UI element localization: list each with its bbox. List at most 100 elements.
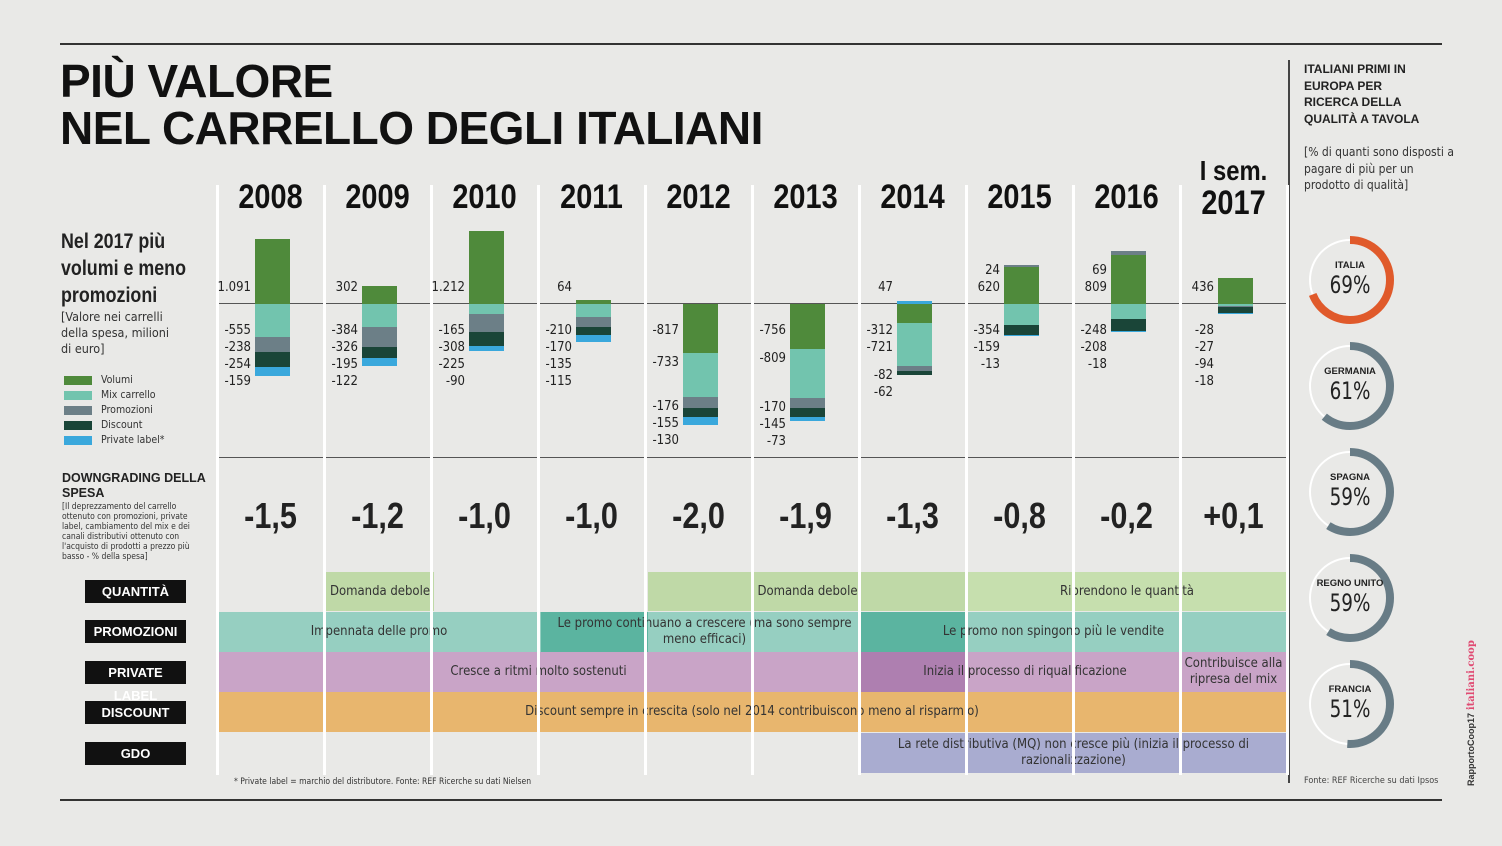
- data-label: -145: [759, 416, 786, 432]
- data-label: 302: [335, 280, 358, 295]
- year-label: 2015: [987, 178, 1052, 216]
- band-quantita-1: Domanda debole: [326, 572, 434, 611]
- data-label: -555: [224, 323, 251, 338]
- top-rule: [60, 43, 1442, 45]
- year-label: 2011: [560, 178, 623, 216]
- bar-segment-promozioni: [1004, 265, 1039, 268]
- legend-swatch: [64, 435, 92, 445]
- donut-arc: [1306, 660, 1394, 748]
- data-label: 69: [1092, 263, 1107, 278]
- year-label: 2012: [666, 178, 731, 216]
- data-label: -238: [224, 340, 251, 355]
- country-percent: 59%: [1329, 483, 1371, 511]
- column-divider: [1071, 185, 1075, 775]
- bar-segment-private-label-: [576, 334, 611, 342]
- footnote: * Private label = marchio del distributo…: [234, 777, 532, 787]
- country-name: REGNO UNITO: [1316, 578, 1384, 589]
- bar-segment-volumi: [1004, 266, 1039, 304]
- data-label: -176: [652, 399, 679, 414]
- bar-segment-discount: [790, 408, 825, 417]
- bar-segment-volumi: [362, 285, 397, 304]
- donut-label: SPAGNA 59%: [1302, 472, 1398, 511]
- bar-segment-volumi: [683, 304, 718, 354]
- donut-ring: [1306, 236, 1394, 324]
- donut-label: GERMANIA 61%: [1302, 366, 1398, 405]
- data-label: -756: [759, 323, 786, 338]
- downgrading-value: -2,0: [672, 495, 725, 536]
- donut-chart: ITALIA 69%: [1302, 232, 1398, 328]
- row-label-gdo: GDO: [85, 742, 186, 765]
- data-label: -13: [980, 357, 1000, 372]
- title-line-2: NEL CARRELLO DEGLI ITALIANI: [60, 102, 763, 154]
- downgrading-value: -1,3: [886, 495, 939, 536]
- data-label: 24: [985, 263, 1000, 278]
- data-label: -28: [1194, 323, 1214, 338]
- legend-swatch: [64, 405, 92, 415]
- side-source: Fonte: REF Ricerche su dati Ipsos: [1304, 776, 1439, 786]
- year-label: 2016: [1094, 178, 1159, 216]
- side-note: [% di quanti sono disposti a pagare di p…: [1304, 145, 1454, 192]
- data-label: -165: [438, 323, 465, 338]
- band-promo-dark-2: [860, 612, 967, 652]
- data-label: -94: [1194, 357, 1214, 372]
- data-label: -18: [1087, 357, 1107, 372]
- side-divider: [1288, 60, 1290, 783]
- bar-segment-discount: [683, 407, 718, 417]
- legend-item: Discount: [64, 419, 142, 431]
- bar-segment-private-label-: [1004, 334, 1039, 336]
- bar-segment-private-label-: [897, 301, 932, 304]
- legend-swatch: [64, 390, 92, 400]
- donut-ring: [1306, 342, 1394, 430]
- legend-item: Private label*: [64, 434, 164, 446]
- downgrading-note: [Il deprezzamento del carrello ottenuto …: [62, 502, 190, 562]
- data-label: -312: [866, 323, 893, 338]
- donut-chart: SPAGNA 59%: [1302, 444, 1398, 540]
- year-label: 2013: [773, 178, 838, 216]
- brand-name: italiani.coop: [1466, 640, 1477, 711]
- title-line-1: PIÙ VALORE: [60, 55, 333, 107]
- bar-segment-promozioni: [469, 313, 504, 333]
- data-label: -384: [331, 323, 358, 338]
- data-label: -308: [438, 340, 465, 355]
- year-label: 2014: [880, 178, 945, 216]
- data-label: -155: [652, 416, 679, 431]
- bar-segment-volumi: [576, 300, 611, 304]
- band-promo-light: [648, 612, 860, 652]
- data-label: -82: [873, 367, 893, 383]
- bar-segment-private-label-: [1218, 312, 1253, 315]
- bar-segment-mix-carrello: [362, 304, 397, 328]
- year-label: 2010: [452, 178, 517, 216]
- data-label: -130: [652, 433, 679, 448]
- column-divider: [1178, 185, 1182, 775]
- column-divider: [643, 185, 647, 775]
- bar-segment-promozioni: [576, 316, 611, 327]
- legend-label: Mix carrello: [101, 389, 156, 401]
- data-label: 436: [1191, 280, 1214, 295]
- chart-subtitle: Nel 2017 più volumi e meno promozioni: [61, 230, 186, 307]
- bar-segment-discount: [1111, 318, 1146, 332]
- band-promo-dark-1: [541, 612, 648, 652]
- donut-arc: [1306, 448, 1394, 536]
- brand-prefix: RapportoCoop17: [1466, 713, 1476, 786]
- country-name: SPAGNA: [1330, 472, 1370, 483]
- band-promo-light-2: [967, 612, 1287, 652]
- bar-segment-private-label-: [790, 416, 825, 422]
- column-divider: [215, 185, 219, 775]
- column-divider: [429, 185, 433, 775]
- donut-chart: GERMANIA 61%: [1302, 338, 1398, 434]
- data-label: -248: [1080, 323, 1107, 338]
- bar-segment-private-label-: [255, 366, 290, 377]
- donut-ring: [1306, 660, 1394, 748]
- data-label: 1.091: [217, 280, 251, 295]
- data-label: -18: [1194, 374, 1214, 389]
- column-divider: [857, 185, 861, 775]
- data-label: 47: [878, 280, 893, 295]
- data-label: -225: [438, 357, 465, 372]
- bar-segment-volumi: [897, 304, 932, 323]
- bar-segment-mix-carrello: [1004, 304, 1039, 326]
- bar-segment-promozioni: [790, 397, 825, 409]
- legend-item: Promozioni: [64, 404, 153, 416]
- donut-arc: [1306, 236, 1394, 324]
- bar-segment-mix-carrello: [790, 349, 825, 398]
- bar-segment-mix-carrello: [1111, 304, 1146, 319]
